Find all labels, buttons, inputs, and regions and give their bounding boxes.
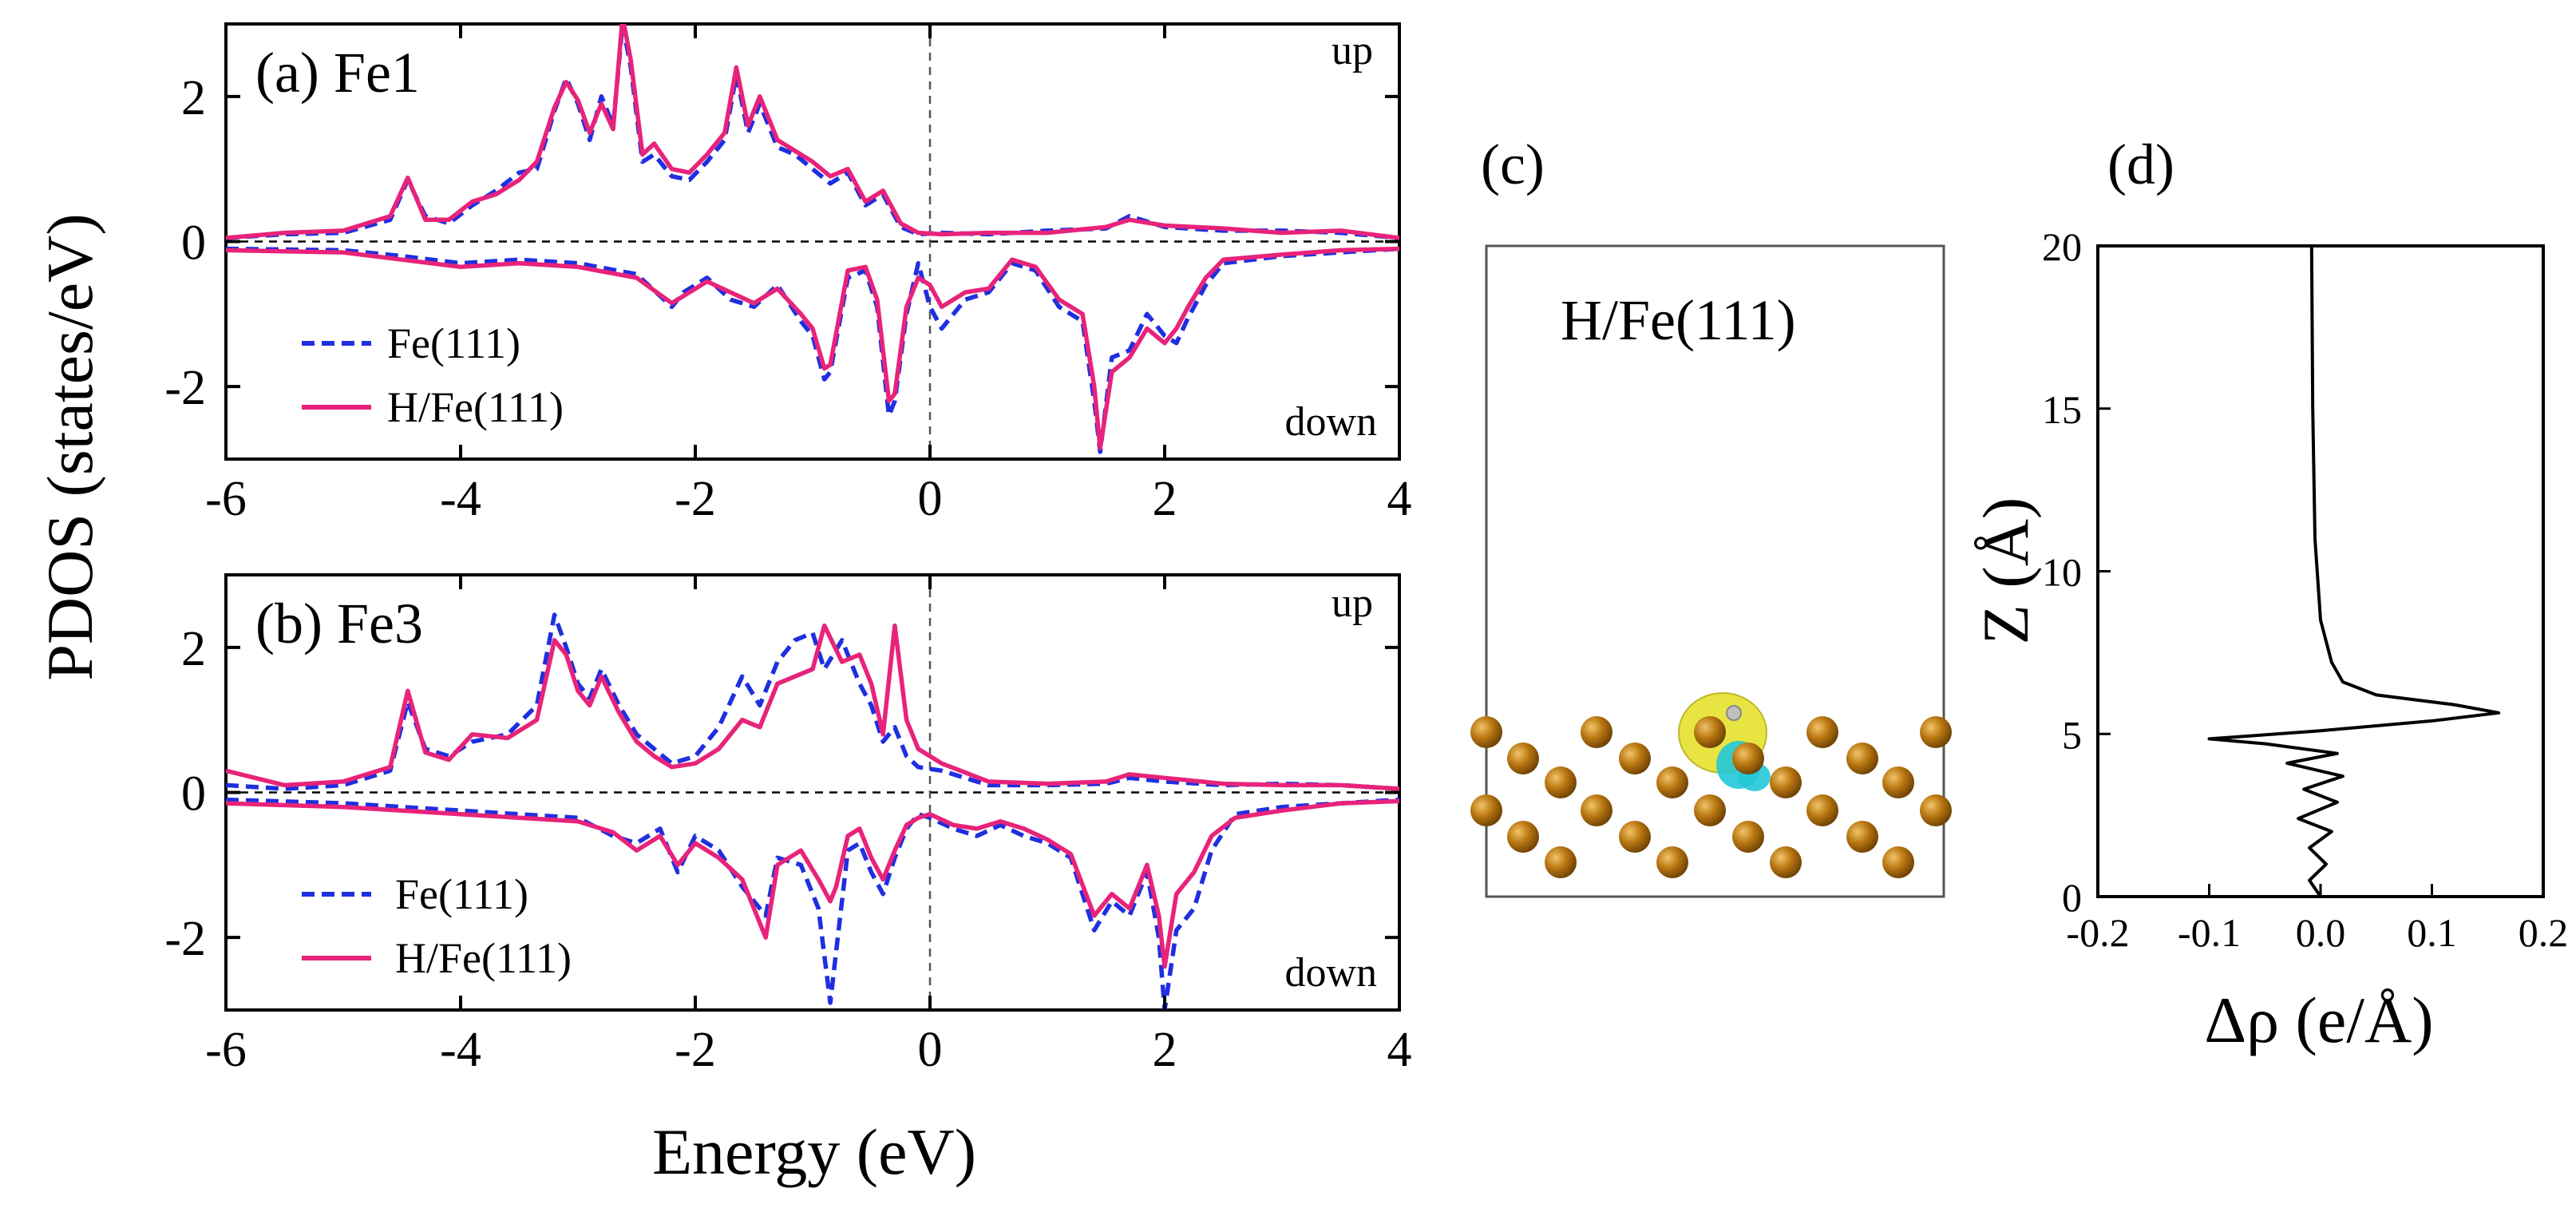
panel-d-xtick-label: 0.2 (2519, 910, 2569, 955)
panel-c-frame (1485, 244, 1945, 898)
fe-atom (1545, 846, 1577, 878)
panel-d-ytick-label: 15 (2042, 387, 2082, 432)
panel-d-title: (d) (2107, 133, 2174, 196)
fe-atom (1882, 846, 1914, 878)
panel-b-up-label: up (1332, 580, 1373, 626)
panel-d-frame (2096, 244, 2545, 898)
panel-d-ytick-label: 20 (2042, 224, 2082, 269)
panel-a-xtick-label: 4 (1387, 472, 1412, 526)
panel-b-xtick-label: 2 (1153, 1023, 1177, 1077)
panel-b-legend-fe-label: Fe(111) (395, 870, 528, 918)
panel-b-xtick-label: 0 (918, 1023, 943, 1077)
panel-d-ytick-label: 0 (2062, 875, 2082, 920)
fe-atom (1619, 821, 1651, 853)
fe-atom (1770, 846, 1802, 878)
panel-b-legend: Fe(111) H/Fe(111) (302, 870, 572, 982)
panel-b-ytick-label: -2 (164, 912, 206, 966)
fe-atom (1545, 766, 1577, 798)
panel-b-xtick-label: -4 (440, 1023, 481, 1077)
fe-atom (1694, 716, 1726, 748)
fe-atom (1581, 716, 1612, 748)
panel-b-xtick-label: -6 (205, 1023, 247, 1077)
fe-atom (1770, 766, 1802, 798)
shared-ylabel: PDOS (states/eV) (34, 213, 106, 680)
iso-surface (1678, 692, 1771, 791)
panel-a-xtick-label: -6 (205, 472, 247, 526)
fe-atom (1920, 794, 1952, 826)
fe-atom (1470, 794, 1502, 826)
panel-b-title: (b) Fe3 (255, 592, 423, 656)
fe-atom (1581, 794, 1612, 826)
panel-a-legend-hfe-label: H/Fe(111) (387, 383, 564, 431)
fe-atom (1846, 821, 1878, 853)
panel-a-series-h-fe-111-down (226, 246, 1399, 451)
fe-atom (1619, 743, 1651, 774)
panel-b-series-h-fe-111-up (226, 623, 1399, 791)
panel-a-chart: -6 -4 -2 0 2 4 -2 0 2 (a) Fe1 up down Fe(111) H/… (164, 22, 1412, 526)
panel-a-title: (a) Fe1 (255, 41, 420, 105)
panel-d-ylabel: Z (Å) (1969, 497, 2042, 644)
panel-a-legend-fe-label: Fe(111) (387, 319, 520, 367)
panel-d-series-charge-difference (2207, 245, 2501, 898)
fe-atom (1882, 766, 1914, 798)
panel-b-ytick-label: 2 (181, 622, 206, 676)
panel-a-down-label: down (1284, 399, 1377, 445)
fe-atom-layers (1470, 716, 1952, 878)
panel-d-xtick-label: 0.0 (2296, 910, 2346, 955)
panel-d-xtick-label: -0.2 (2066, 910, 2129, 955)
fe-atom (1507, 821, 1539, 853)
shared-xlabel: Energy (eV) (652, 1115, 976, 1188)
panel-a-xtick-label: -4 (440, 472, 481, 526)
panel-d-xtick-label: 0.1 (2407, 910, 2457, 955)
hydrogen-atom (1726, 705, 1742, 721)
fe-atom (1732, 821, 1764, 853)
panel-b-series-h-fe-111-down (226, 798, 1399, 969)
panel-b-xtick-label: 4 (1387, 1023, 1412, 1077)
fe-atom (1846, 743, 1878, 774)
fe-atom (1694, 794, 1726, 826)
panel-a-xtick-label: 2 (1153, 472, 1177, 526)
fe-atom (1920, 716, 1952, 748)
panel-b-legend-hfe-label: H/Fe(111) (395, 934, 572, 982)
fe-atom (1732, 743, 1764, 774)
panel-a-ytick-label: 2 (181, 71, 206, 125)
panel-b-xtick-label: -2 (675, 1023, 716, 1077)
fe-atom (1806, 794, 1838, 826)
panel-d-xtick-label: -0.1 (2178, 910, 2241, 955)
fe-atom (1656, 766, 1688, 798)
panel-d-chart: (d) -0.2 -0.1 0.0 0.1 0.2 0 5 10 15 20 Δρ (e/Å) Z… (1969, 133, 2568, 1056)
panel-a-xtick-label: 0 (918, 472, 943, 526)
fe-atom (1656, 846, 1688, 878)
fe-atom (1806, 716, 1838, 748)
panel-b-down-label: down (1284, 950, 1377, 996)
panel-c-title: H/Fe(111) (1561, 288, 1796, 352)
panel-a-up-label: up (1332, 28, 1373, 73)
panel-c-label: (c) (1481, 133, 1545, 196)
panel-d-xlabel: Δρ (e/Å) (2204, 984, 2433, 1056)
panel-c-structure: (c) H/Fe(111) (1470, 133, 1952, 898)
panel-b-series-fe-111-down (226, 797, 1399, 1010)
fe-atom (1507, 743, 1539, 774)
panel-a-ytick-label: -2 (164, 361, 206, 415)
panel-a-legend: Fe(111) H/Fe(111) (302, 319, 564, 431)
panel-d-ytick-label: 5 (2062, 712, 2082, 757)
panel-a-series-h-fe-111-up (226, 24, 1399, 240)
panel-a-xtick-label: -2 (675, 472, 716, 526)
panel-b-chart: -6 -4 -2 0 2 4 -2 0 2 (b) Fe3 up down Fe(111) H/… (164, 573, 1412, 1077)
fe-atom (1470, 716, 1502, 748)
panel-a-ytick-label: 0 (181, 216, 206, 271)
panel-d-ytick-label: 10 (2042, 550, 2082, 595)
panel-b-ytick-label: 0 (181, 767, 206, 822)
